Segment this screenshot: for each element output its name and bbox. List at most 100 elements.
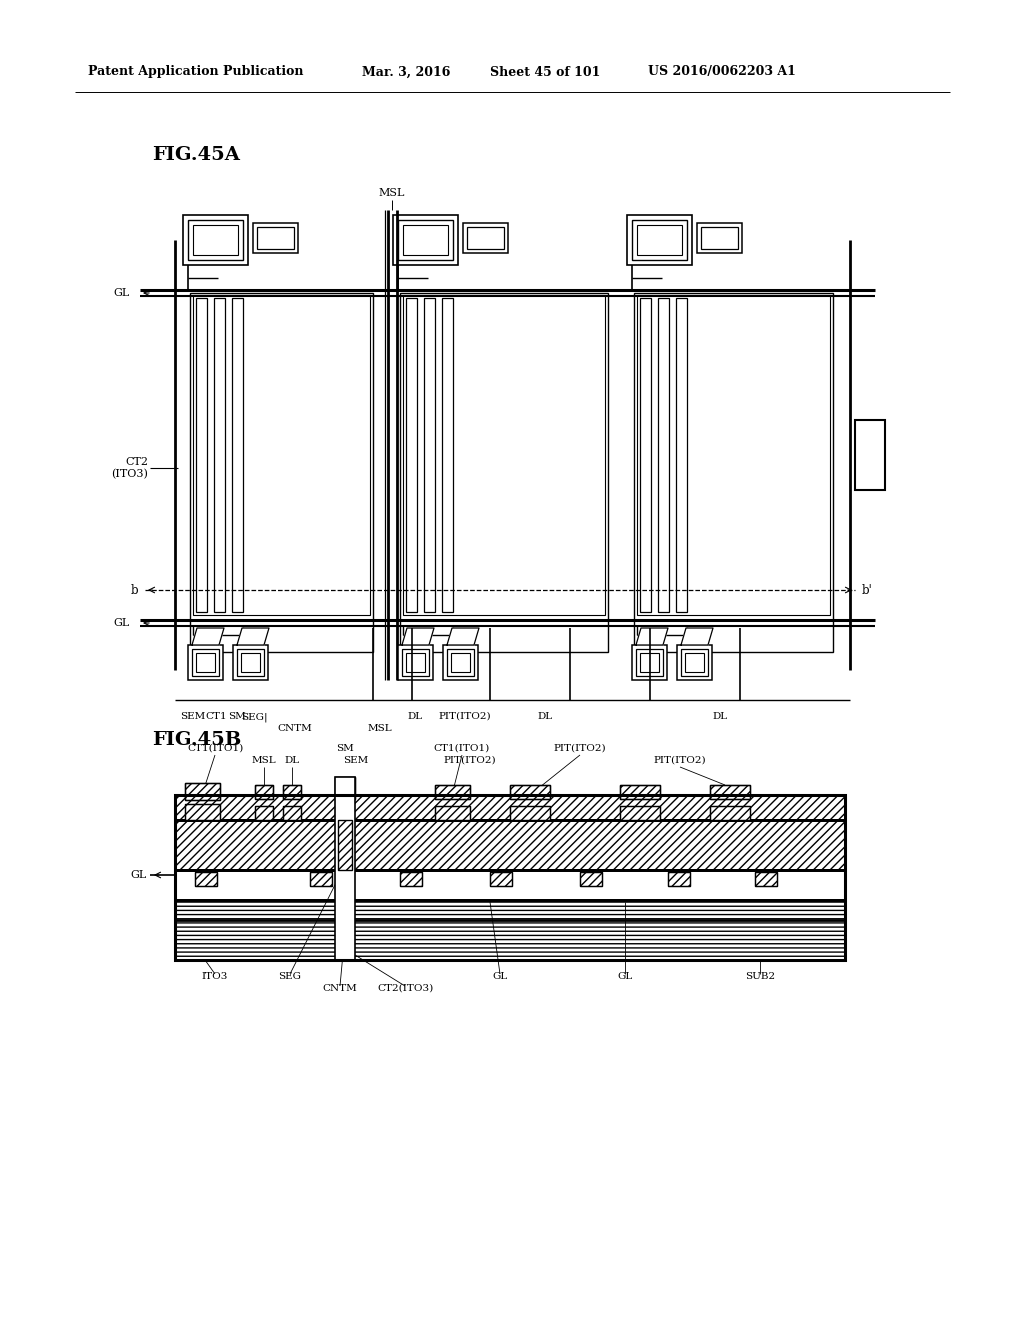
Bar xyxy=(403,224,449,255)
Bar xyxy=(855,420,885,490)
Bar xyxy=(668,873,690,886)
Bar xyxy=(681,649,708,676)
Bar xyxy=(685,653,705,672)
Bar xyxy=(237,649,264,676)
Bar xyxy=(634,293,833,652)
Text: DL: DL xyxy=(538,711,553,721)
Bar xyxy=(185,804,220,820)
Text: DL: DL xyxy=(408,711,423,721)
Bar xyxy=(636,649,663,676)
Bar xyxy=(697,223,742,253)
Bar xyxy=(255,807,273,820)
Bar xyxy=(253,223,298,253)
Bar xyxy=(510,785,550,799)
Bar xyxy=(283,785,301,799)
Bar xyxy=(620,807,660,820)
Bar xyxy=(406,653,425,672)
Text: PIT(ITO2): PIT(ITO2) xyxy=(443,756,497,766)
Text: CNTM: CNTM xyxy=(278,723,312,733)
Text: GL: GL xyxy=(493,972,508,981)
Bar xyxy=(233,645,268,680)
Bar xyxy=(637,224,682,255)
Bar xyxy=(632,220,687,260)
Bar xyxy=(398,645,433,680)
Bar xyxy=(406,298,417,612)
Bar xyxy=(255,785,273,799)
Bar xyxy=(241,653,260,672)
Bar xyxy=(435,785,470,799)
Text: DL: DL xyxy=(285,756,300,766)
Bar xyxy=(710,785,750,799)
Bar xyxy=(190,293,373,652)
Bar xyxy=(257,227,294,249)
Text: (ITO3): (ITO3) xyxy=(112,469,148,479)
Text: PIT(ITO2): PIT(ITO2) xyxy=(653,756,707,766)
Bar xyxy=(196,653,215,672)
Bar xyxy=(510,807,550,820)
Bar xyxy=(490,873,512,886)
Bar xyxy=(451,653,470,672)
Bar xyxy=(640,298,651,612)
Bar xyxy=(393,215,458,265)
Polygon shape xyxy=(447,628,479,645)
Bar xyxy=(640,653,659,672)
Bar xyxy=(185,804,220,820)
Bar xyxy=(424,298,435,612)
Bar xyxy=(580,873,602,886)
Text: Sheet 45 of 101: Sheet 45 of 101 xyxy=(490,66,600,78)
Text: SM: SM xyxy=(228,711,246,721)
Bar xyxy=(193,649,219,676)
Bar xyxy=(402,649,429,676)
Polygon shape xyxy=(681,628,713,645)
Text: MSL: MSL xyxy=(368,723,392,733)
Bar xyxy=(310,873,332,886)
Bar xyxy=(175,795,845,960)
Bar xyxy=(400,873,422,886)
Text: CT2(ITO3): CT2(ITO3) xyxy=(377,983,433,993)
Text: SEM: SEM xyxy=(343,756,369,766)
Polygon shape xyxy=(402,628,434,645)
Bar xyxy=(175,820,845,870)
Bar xyxy=(658,298,669,612)
Bar xyxy=(580,873,602,886)
Bar xyxy=(175,870,845,900)
Bar xyxy=(400,873,422,886)
Polygon shape xyxy=(237,628,269,645)
Bar xyxy=(435,807,470,820)
Text: GL: GL xyxy=(114,618,130,628)
Text: SEG|: SEG| xyxy=(241,711,267,722)
Bar xyxy=(255,785,273,799)
Text: FIG.45A: FIG.45A xyxy=(152,147,240,164)
Bar xyxy=(185,783,220,800)
Bar xyxy=(175,900,845,960)
Bar xyxy=(175,900,845,960)
Bar xyxy=(637,294,830,615)
Text: GL: GL xyxy=(617,972,633,981)
Text: MSL: MSL xyxy=(252,756,276,766)
Polygon shape xyxy=(636,628,668,645)
Bar xyxy=(403,294,605,615)
Bar xyxy=(188,645,223,680)
Bar xyxy=(435,785,470,799)
Text: b: b xyxy=(130,583,138,597)
Text: SUB2: SUB2 xyxy=(744,972,775,981)
Bar xyxy=(193,294,370,615)
Bar xyxy=(510,807,550,820)
Bar xyxy=(620,785,660,799)
Text: SEM: SEM xyxy=(180,711,206,721)
Text: CT1(ITO1): CT1(ITO1) xyxy=(434,744,490,752)
Text: SM: SM xyxy=(336,744,354,752)
Bar xyxy=(335,777,355,799)
Bar xyxy=(188,220,243,260)
Text: CNTM: CNTM xyxy=(323,983,357,993)
Bar xyxy=(510,785,550,799)
Bar xyxy=(193,224,238,255)
Text: CT1: CT1 xyxy=(205,711,226,721)
Bar xyxy=(195,873,217,886)
Bar xyxy=(283,807,301,820)
Text: US 2016/0062203 A1: US 2016/0062203 A1 xyxy=(648,66,796,78)
Bar xyxy=(755,873,777,886)
Text: GL: GL xyxy=(131,870,147,880)
Bar xyxy=(701,227,738,249)
Bar xyxy=(447,649,474,676)
